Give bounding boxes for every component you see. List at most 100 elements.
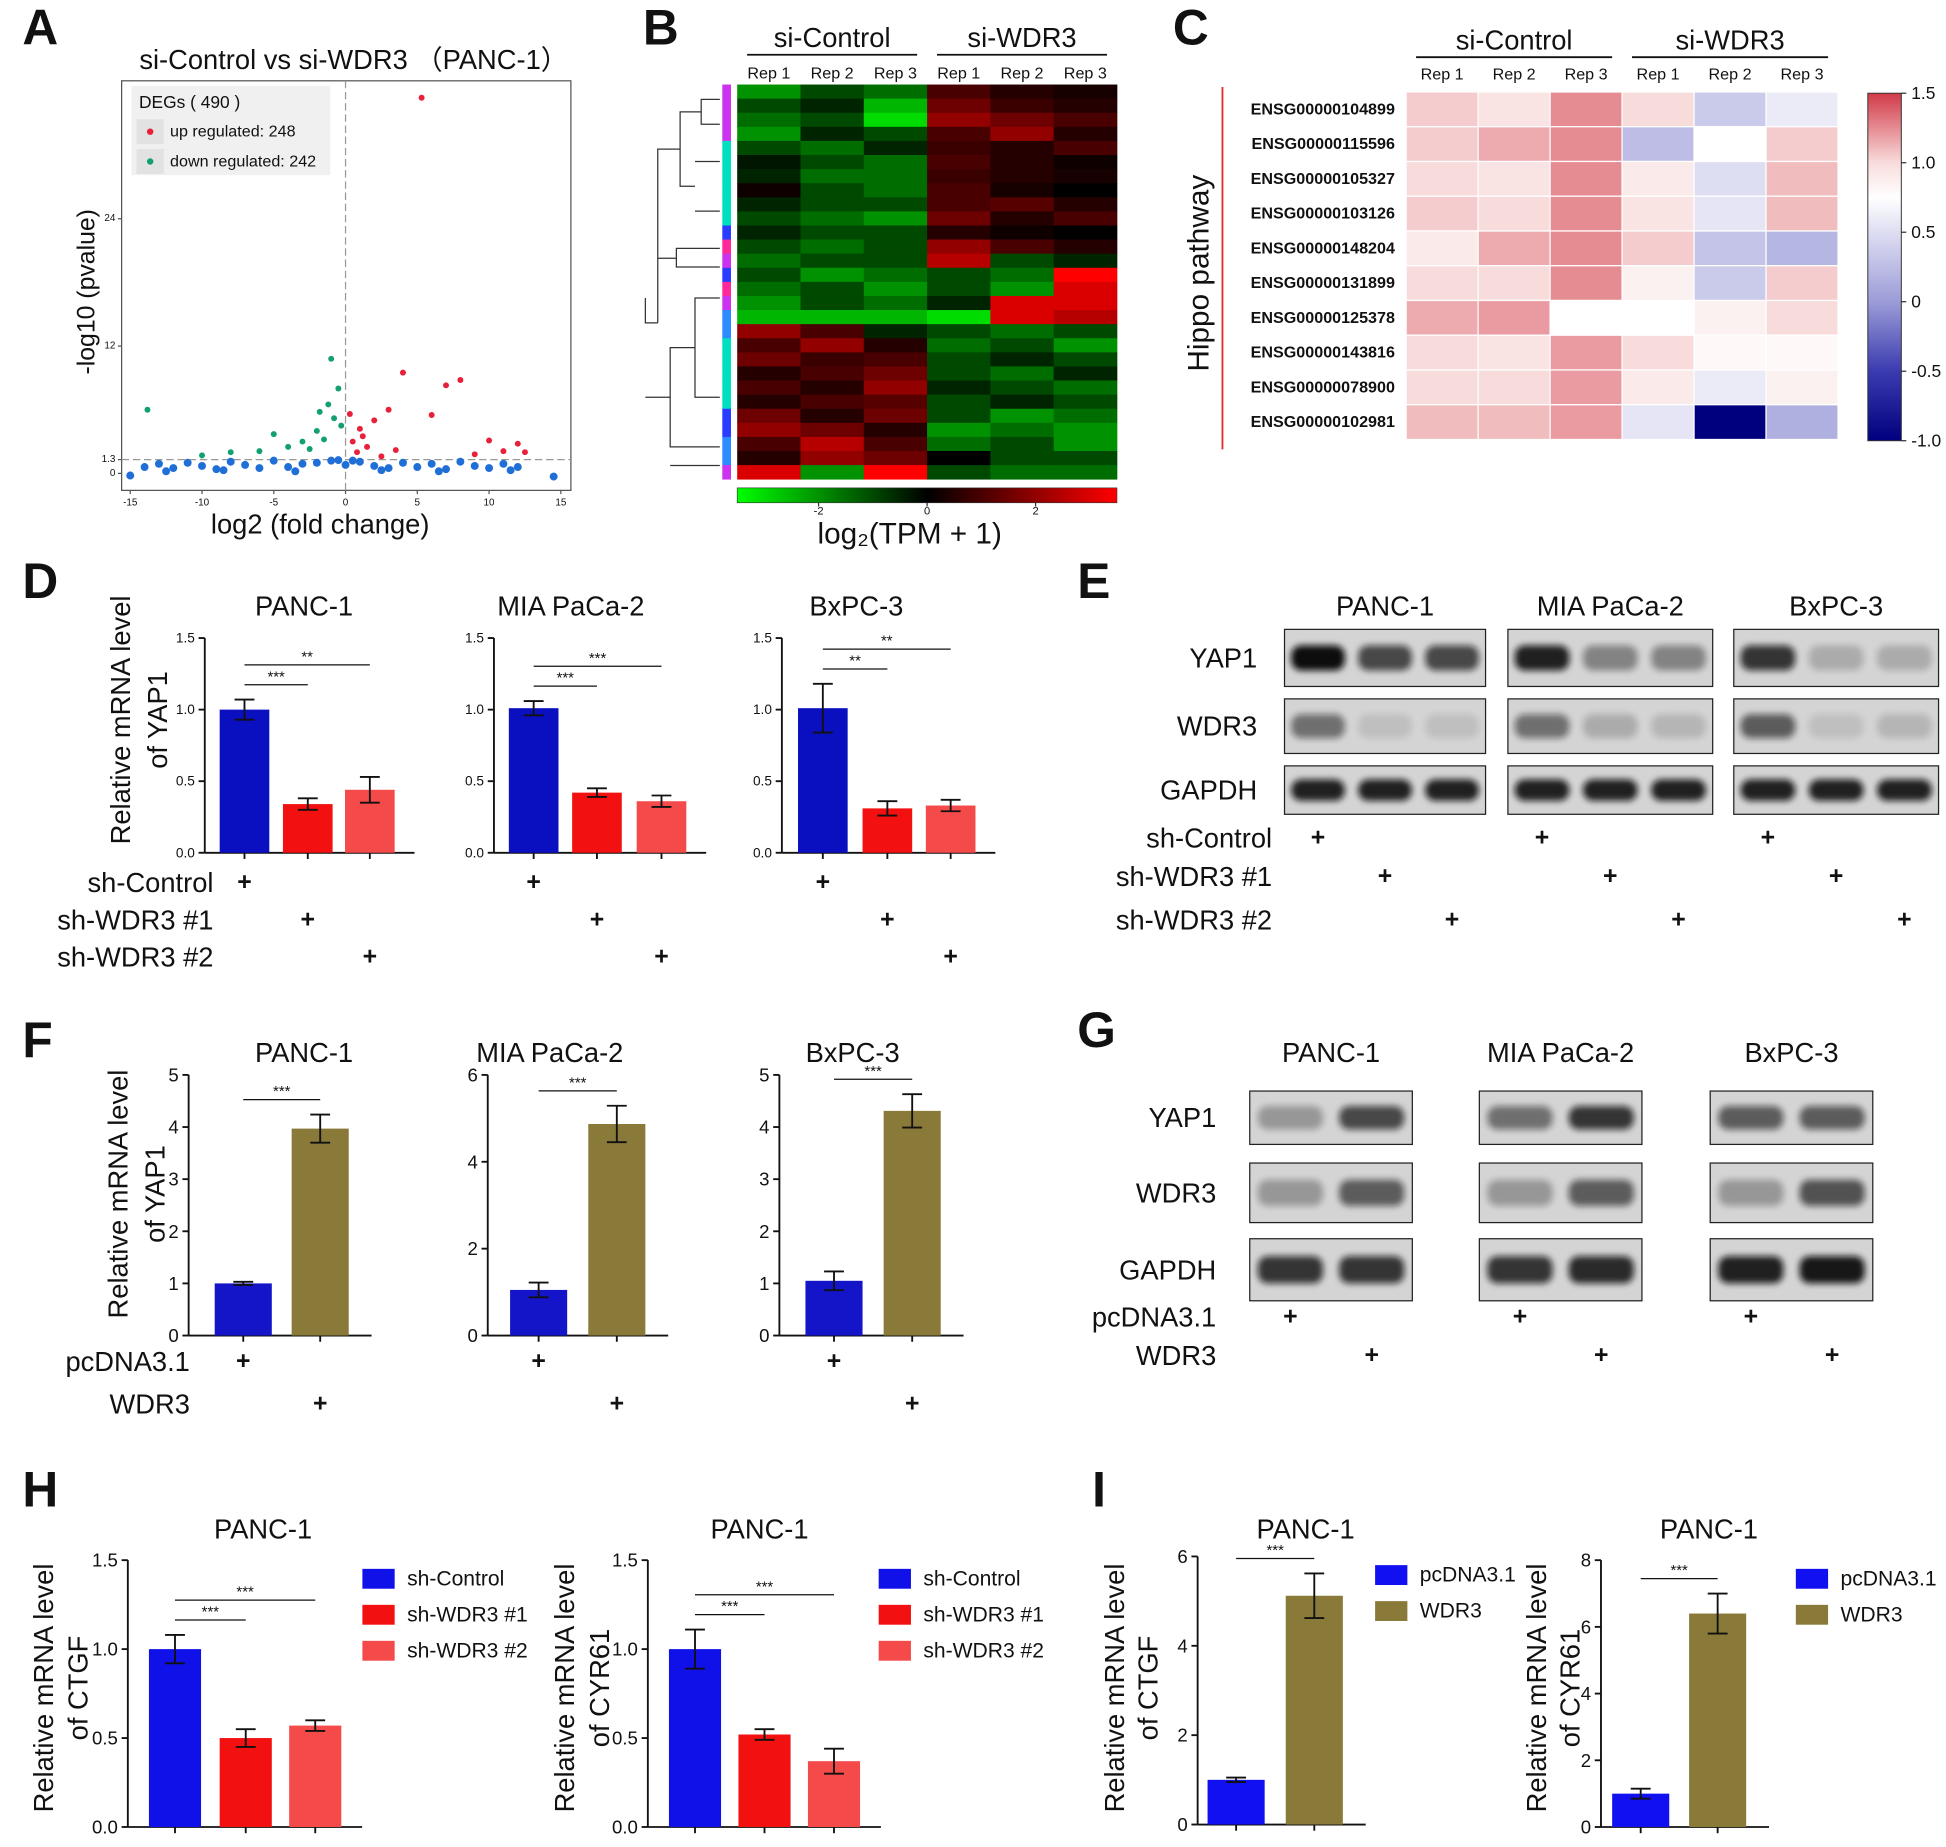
row-annotation <box>722 394 731 410</box>
heatmap-cell <box>800 436 865 452</box>
x-tick-label: -5 <box>269 497 278 508</box>
significance-label: *** <box>273 1084 291 1100</box>
heatmap-cell <box>1053 225 1118 240</box>
heatmap-cell <box>800 239 865 255</box>
data-point <box>183 458 192 467</box>
heatmap-cell <box>927 239 991 255</box>
panel-label: E <box>1077 553 1110 609</box>
y-tick-label: 4 <box>1581 1683 1591 1704</box>
data-point <box>506 466 515 475</box>
heatmap-cell <box>990 126 1055 142</box>
condition-marker: + <box>1829 863 1844 890</box>
y-tick-label: 0 <box>168 1325 178 1346</box>
heatmap-cell <box>863 183 928 198</box>
blot-band <box>1582 714 1638 739</box>
y-tick-label: 1.0 <box>465 702 484 717</box>
heatmap-cell <box>1621 195 1695 232</box>
data-point <box>442 465 450 474</box>
row-annotation <box>722 451 731 466</box>
heatmap-cell <box>863 338 928 353</box>
y-tick-label: 0 <box>1581 1817 1591 1838</box>
bar <box>219 1738 272 1827</box>
heatmap-cell <box>1053 126 1118 142</box>
significance-label: *** <box>267 669 285 685</box>
heatmap-cell <box>737 169 801 184</box>
heatmap-cell <box>1405 91 1479 128</box>
heatmap-cell <box>1549 265 1623 302</box>
heatmap-cell <box>737 239 801 255</box>
heatmap-cell <box>737 394 801 410</box>
y-tick-label: 1.5 <box>753 631 772 646</box>
blot-band <box>1358 645 1412 671</box>
group-label: si-Control <box>774 22 891 53</box>
heatmap-cell <box>927 225 991 240</box>
data-point <box>270 431 277 438</box>
row-annotation <box>722 267 731 283</box>
y-axis-label: Hippo pathway <box>1182 175 1215 372</box>
heatmap-cell <box>737 112 801 128</box>
heatmap-cell <box>1053 169 1118 184</box>
panel-label: G <box>1077 1002 1116 1058</box>
data-point <box>355 457 364 466</box>
x-tick-label: 10 <box>484 497 496 508</box>
blot-band <box>1799 1105 1865 1130</box>
data-point <box>313 427 320 434</box>
data-point <box>241 460 250 469</box>
blot-band <box>1799 1256 1865 1284</box>
data-point <box>140 463 149 471</box>
data-point <box>349 438 356 445</box>
heatmap-cell <box>737 140 801 156</box>
row-annotation <box>722 338 731 353</box>
bar <box>883 1110 941 1336</box>
condition-marker: + <box>1364 1342 1379 1369</box>
heatmap-cell <box>863 310 928 325</box>
chart-title: PANC-1 <box>1257 1514 1355 1545</box>
heatmap-cell <box>927 465 991 480</box>
condition-marker: + <box>1535 824 1550 851</box>
heatmap-cell <box>737 295 801 311</box>
blot-band <box>1651 645 1706 671</box>
protein-label: GAPDH <box>1119 1254 1216 1285</box>
y-tick-label: 1 <box>168 1273 178 1294</box>
heatmap-cell <box>1053 366 1118 381</box>
panel-label: H <box>22 1461 58 1517</box>
data-point <box>413 463 422 471</box>
heatmap-cell <box>1621 404 1695 441</box>
y-tick-label: 0.5 <box>465 774 484 789</box>
heatmap-cell <box>737 84 801 100</box>
bar <box>738 1734 791 1827</box>
bar <box>219 709 270 853</box>
heatmap-cell <box>863 239 928 255</box>
bar <box>668 1649 722 1827</box>
blot-band <box>1425 645 1479 671</box>
protein-label: WDR3 <box>1177 711 1257 742</box>
heatmap-cell <box>1405 126 1479 163</box>
data-point <box>226 457 235 466</box>
blot-band <box>1808 645 1864 671</box>
row-annotation <box>722 155 731 170</box>
row-annotation <box>722 295 731 311</box>
significance-label: ** <box>849 654 861 670</box>
significance-label: *** <box>1267 1543 1285 1559</box>
data-point <box>500 448 507 455</box>
y-tick-label: 2 <box>168 1221 178 1242</box>
y-tick-label: 2 <box>1177 1725 1187 1746</box>
data-point <box>364 443 371 450</box>
heatmap-cell <box>1053 84 1118 100</box>
condition-label: sh-WDR3 #1 <box>57 904 213 935</box>
data-point <box>331 415 338 422</box>
heatmap-cell <box>1621 299 1695 336</box>
heatmap-cell <box>1405 195 1479 232</box>
heatmap-cell <box>927 394 991 410</box>
y-tick-label: 12 <box>104 341 116 352</box>
chart-title: PANC-1 <box>255 590 353 621</box>
legend-label: sh-Control <box>407 1567 504 1590</box>
y-tick-label: 0.0 <box>176 845 195 860</box>
heatmap-cell <box>800 84 865 100</box>
condition-marker: + <box>1825 1342 1840 1369</box>
heatmap-cell <box>863 408 928 424</box>
heatmap-cell <box>990 366 1055 381</box>
condition-marker: + <box>880 906 895 933</box>
colorbar-tick-label: 0 <box>924 505 930 517</box>
